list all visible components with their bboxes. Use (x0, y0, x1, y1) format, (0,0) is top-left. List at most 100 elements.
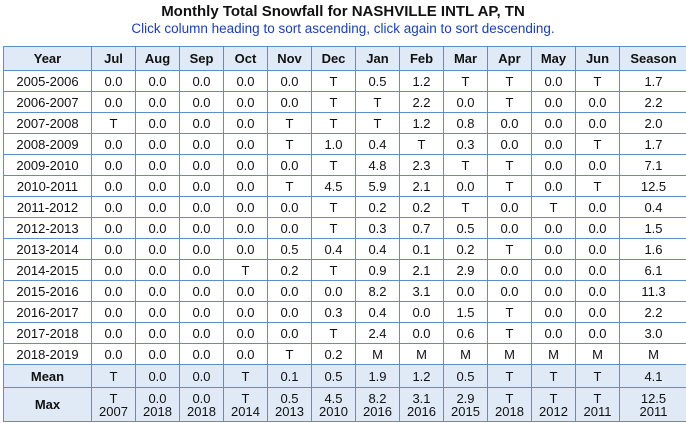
snowfall-cell: T (311, 322, 356, 344)
snowfall-cell: 1.7 (619, 133, 686, 155)
max-year: 2011 (639, 403, 668, 419)
column-header-apr[interactable]: Apr (487, 46, 532, 71)
table-row: 2012-2013 0.0 0.0 0.0 0.0 0.0 T 0.3 0.7 0.5 0.0 0.0… (3, 217, 686, 239)
snowfall-cell: 0.2 (355, 196, 400, 218)
snowfall-cell: 0.0 (487, 259, 532, 281)
max-year: 2018 (187, 403, 216, 419)
max-label: Max (3, 387, 92, 422)
snowfall-cell: 2.2 (399, 91, 444, 113)
snowfall-cell: T (91, 112, 136, 134)
column-header-jan[interactable]: Jan (355, 46, 400, 71)
snowfall-cell: 0.0 (267, 322, 312, 344)
snowfall-cell: 0.0 (91, 322, 136, 344)
snowfall-cell: M (575, 343, 620, 365)
column-header-dec[interactable]: Dec (311, 46, 356, 71)
max-year: 2012 (539, 403, 568, 419)
snowfall-cell: 0.0 (531, 70, 576, 92)
table-row: 2005-2006 0.0 0.0 0.0 0.0 0.0 T 0.5 1.2 T T 0.0 T 1.7 (3, 70, 686, 92)
max-value: 4.5 (324, 390, 343, 406)
max-value: 0.0 (192, 390, 211, 406)
snowfall-cell: T (575, 175, 620, 197)
snowfall-cell: 7.1 (619, 154, 686, 176)
max-value: 8.2 (368, 390, 387, 406)
snowfall-cell: 3.1 (399, 280, 444, 302)
snowfall-cell: 1.2 (399, 70, 444, 92)
column-header-year[interactable]: Year (3, 46, 92, 71)
snowfall-cell: 0.0 (91, 280, 136, 302)
column-header-aug[interactable]: Aug (135, 46, 180, 71)
mean-row: Mean T 0.0 0.0 T 0.1 0.5 1.9 1.2 0.5 T T T 4.1 (3, 364, 686, 388)
snowfall-cell: M (619, 343, 686, 365)
snowfall-cell: 0.0 (443, 91, 488, 113)
snowfall-cell: 0.2 (399, 196, 444, 218)
snowfall-cell: 0.0 (487, 196, 532, 218)
season-year-cell: 2005-2006 (3, 70, 92, 92)
snowfall-cell: 0.0 (91, 259, 136, 281)
max-cell: 0.5 2013 (267, 387, 312, 422)
snowfall-cell: 0.6 (443, 322, 488, 344)
column-header-season[interactable]: Season (619, 46, 686, 71)
snowfall-cell: 0.0 (531, 154, 576, 176)
snowfall-cell: 0.0 (267, 91, 312, 113)
season-year-cell: 2015-2016 (3, 280, 92, 302)
snowfall-cell: 0.0 (443, 280, 488, 302)
snowfall-cell: 0.2 (267, 259, 312, 281)
snowfall-cell: 0.0 (91, 91, 136, 113)
column-header-nov[interactable]: Nov (267, 46, 312, 71)
mean-cell: T (223, 364, 268, 388)
season-year-cell: 2008-2009 (3, 133, 92, 155)
max-cell: 0.0 2018 (179, 387, 224, 422)
snowfall-cell: 0.0 (267, 70, 312, 92)
max-value: T (593, 390, 602, 406)
snowfall-cell: 1.7 (619, 70, 686, 92)
snowfall-cell: 0.0 (91, 196, 136, 218)
snowfall-cell: 0.0 (223, 91, 268, 113)
snowfall-cell: 0.0 (223, 322, 268, 344)
max-year: 2013 (275, 403, 304, 419)
mean-cell: 1.2 (399, 364, 444, 388)
season-year-cell: 2018-2019 (3, 343, 92, 365)
column-header-feb[interactable]: Feb (399, 46, 444, 71)
mean-cell: 1.9 (355, 364, 400, 388)
snowfall-cell: T (487, 91, 532, 113)
snowfall-cell: 0.0 (399, 301, 444, 323)
table-row: 2006-2007 0.0 0.0 0.0 0.0 0.0 T T 2.2 0.0 T 0.0 0.0 2… (3, 91, 686, 113)
season-year-cell: 2016-2017 (3, 301, 92, 323)
column-header-oct[interactable]: Oct (223, 46, 268, 71)
snowfall-cell: T (443, 154, 488, 176)
snowfall-cell: 0.0 (179, 196, 224, 218)
max-value: 12.5 (640, 390, 667, 406)
snowfall-cell: 0.3 (443, 133, 488, 155)
snowfall-cell: 0.0 (223, 280, 268, 302)
table-row: 2009-2010 0.0 0.0 0.0 0.0 0.0 T 4.8 2.3 T T 0.0 0.0 7… (3, 154, 686, 176)
snowfall-cell: 0.0 (223, 70, 268, 92)
snowfall-cell: 5.9 (355, 175, 400, 197)
max-year: 2010 (319, 403, 348, 419)
max-cell: 0.0 2018 (135, 387, 180, 422)
mean-cell: 0.5 (311, 364, 356, 388)
snowfall-cell: 0.0 (531, 301, 576, 323)
snowfall-cell: T (311, 259, 356, 281)
column-header-jun[interactable]: Jun (575, 46, 620, 71)
snowfall-cell: 0.0 (223, 238, 268, 260)
snowfall-cell: 0.0 (531, 91, 576, 113)
column-header-jul[interactable]: Jul (91, 46, 136, 71)
max-cell: T 2014 (223, 387, 268, 422)
snowfall-cell: 0.0 (531, 238, 576, 260)
column-header-may[interactable]: May (531, 46, 576, 71)
snowfall-cell: 1.5 (443, 301, 488, 323)
snowfall-cell: T (311, 154, 356, 176)
snowfall-cell: 0.0 (223, 154, 268, 176)
mean-cell: 0.1 (267, 364, 312, 388)
mean-cell: T (487, 364, 532, 388)
max-year: 2014 (231, 403, 260, 419)
snowfall-cell: 0.0 (223, 133, 268, 155)
column-header-mar[interactable]: Mar (443, 46, 488, 71)
snowfall-table: Year Jul Aug Sep Oct Nov Dec Jan Feb Mar Apr May Jun… (3, 46, 686, 422)
max-year: 2007 (99, 403, 128, 419)
snowfall-cell: 0.0 (135, 280, 180, 302)
snowfall-cell: 0.0 (91, 154, 136, 176)
column-header-sep[interactable]: Sep (179, 46, 224, 71)
snowfall-cell: 0.0 (575, 301, 620, 323)
season-year-cell: 2014-2015 (3, 259, 92, 281)
